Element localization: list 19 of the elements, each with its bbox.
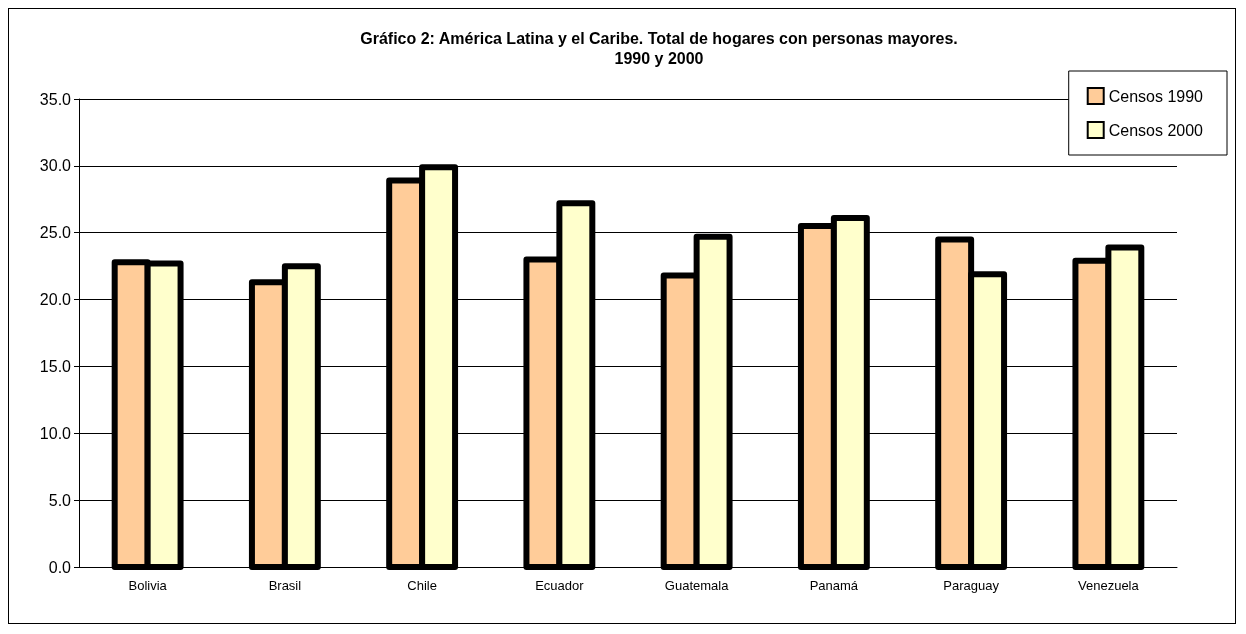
- x-tick-label: Panamá: [809, 578, 859, 593]
- y-tick-label: 5.0: [48, 491, 72, 509]
- y-tick-label: 20.0: [39, 291, 72, 309]
- legend-label: Censos 2000: [1108, 121, 1204, 139]
- chart-title: Gráfico 2: América Latina y el Caribe. Total de hogares con personas mayores. 1990 y 2000: [360, 29, 958, 67]
- x-tick-label: Bolivia: [128, 578, 168, 593]
- x-tick-label: Paraguay: [943, 578, 1000, 593]
- y-tick-label: 30.0: [39, 157, 72, 175]
- x-tick-label: Ecuador: [535, 578, 585, 593]
- x-tick-label: Brasil: [268, 578, 302, 593]
- x-tick-label: Venezuela: [1078, 578, 1140, 593]
- legend-label: Censos 1990: [1108, 87, 1204, 105]
- y-tick-label: 25.0: [39, 224, 72, 242]
- y-tick-label: 15.0: [39, 357, 72, 375]
- x-tick-label: Guatemala: [664, 578, 730, 593]
- y-tick-label: 35.0: [39, 90, 72, 108]
- y-tick-label: 0.0: [48, 558, 72, 576]
- x-tick-label: Chile: [407, 578, 437, 593]
- y-tick-label: 10.0: [39, 424, 72, 442]
